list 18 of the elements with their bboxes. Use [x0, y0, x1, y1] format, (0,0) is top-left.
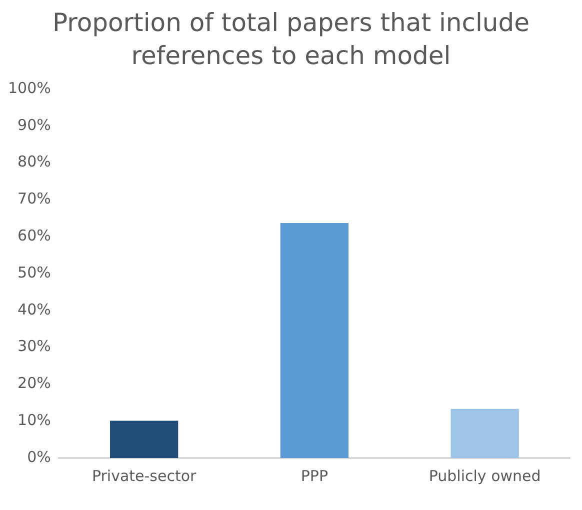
y-tick-label: 20%	[18, 374, 51, 392]
y-tick-label: 100%	[8, 78, 51, 97]
y-tick-label: 30%	[18, 337, 51, 356]
x-tick-label: Private-sector	[92, 466, 198, 485]
bar	[450, 408, 519, 458]
y-tick-label: 60%	[18, 226, 51, 244]
y-tick-label: 0%	[27, 448, 51, 466]
y-tick-label: 90%	[18, 116, 51, 134]
bar	[280, 222, 349, 458]
y-tick-label: 10%	[18, 410, 51, 429]
x-tick-label: PPP	[300, 466, 328, 485]
chart-title: Proportion of total papers that include references to each model	[51, 7, 531, 72]
x-tick-label: Publicly owned	[428, 466, 541, 485]
y-tick-label: 70%	[18, 190, 51, 208]
bar	[110, 420, 178, 458]
y-tick-label: 80%	[18, 152, 51, 171]
y-tick-label: 40%	[18, 300, 51, 318]
y-tick-label: 50%	[18, 263, 51, 282]
